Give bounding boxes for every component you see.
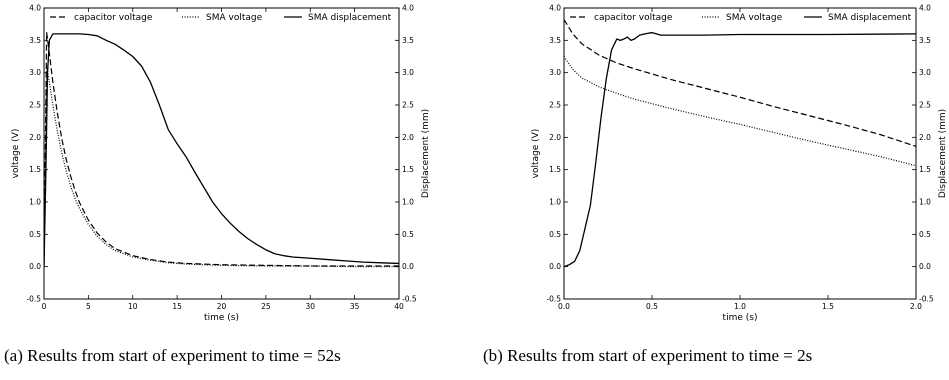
y2-tick-label: 1.0 <box>402 198 414 207</box>
y2-tick-label: 3.0 <box>402 68 414 77</box>
caption-a: (a) Results from start of experiment to … <box>4 346 341 365</box>
y2-tick-label: 1.5 <box>402 165 414 174</box>
y-tick-label: -0.5 <box>546 295 561 304</box>
plot-frame <box>43 7 400 300</box>
x-tick-label: 10 <box>128 302 138 311</box>
series-line-sma-displacement <box>564 31 916 268</box>
x-tick-label: 0 <box>42 302 47 311</box>
y2-tick-label: 0.0 <box>402 262 414 271</box>
y2-tick-label: 1.5 <box>919 165 931 174</box>
legend-label: capacitor voltage <box>594 13 673 23</box>
y-axis-label: voltage (V) <box>11 129 21 179</box>
caption-b: (b) Results from start of experiment to … <box>483 346 813 365</box>
y-tick-label: 0.0 <box>29 262 41 271</box>
y2-tick-label: 1.0 <box>919 198 931 207</box>
y-tick-label: 3.5 <box>29 36 41 45</box>
y-tick-label: -0.5 <box>26 295 41 304</box>
plot-frame <box>563 7 917 300</box>
x-tick-label: 2.0 <box>910 302 922 311</box>
x-tick-label: 25 <box>261 302 271 311</box>
y2-tick-label: 3.5 <box>919 36 931 45</box>
y2-tick-label: 2.0 <box>919 133 931 142</box>
chart-a: 0 5 10 15 20 25 30 35 40-0.50.00.51.01.52.02.53.… <box>11 4 431 324</box>
y-tick-label: 3.0 <box>29 68 41 77</box>
y-tick-label: 3.0 <box>549 68 561 77</box>
x-tick-label: 5 <box>86 302 91 311</box>
y2-tick-label: 2.5 <box>402 101 414 110</box>
y2-tick-label: 2.0 <box>402 133 414 142</box>
x-tick-label: 35 <box>350 302 360 311</box>
x-tick-label: 0.5 <box>646 302 658 311</box>
series-line-sma-voltage <box>44 65 399 268</box>
y2-tick-label: -0.5 <box>402 295 417 304</box>
y-tick-label: 0.5 <box>29 230 41 239</box>
y-tick-label: 0.0 <box>549 262 561 271</box>
y-tick-label: 2.0 <box>549 133 561 142</box>
legend-label: SMA displacement <box>828 13 912 23</box>
y-axis-label: voltage (V) <box>531 129 541 179</box>
y-tick-label: 2.0 <box>29 133 41 142</box>
y2-tick-label: 4.0 <box>402 4 414 13</box>
x-tick-label: 20 <box>217 302 227 311</box>
y-tick-label: 1.5 <box>549 165 561 174</box>
x-tick-label: 1.0 <box>734 302 746 311</box>
y2-tick-label: 0.5 <box>919 230 931 239</box>
series-line-sma-voltage <box>564 56 916 167</box>
y-tick-label: 4.0 <box>29 4 41 13</box>
y2-tick-label: 3.5 <box>402 36 414 45</box>
y-tick-label: 0.5 <box>549 230 561 239</box>
legend-label: SMA voltage <box>726 13 783 23</box>
y2-tick-label: 0.5 <box>402 230 414 239</box>
y-tick-label: 1.0 <box>549 198 561 207</box>
series-line-capacitor-voltage <box>44 31 399 267</box>
legend-label: SMA voltage <box>206 13 263 23</box>
y-tick-label: 1.0 <box>29 198 41 207</box>
y2-axis-label: Displacement (mm) <box>421 109 431 198</box>
y-tick-label: 1.5 <box>29 165 41 174</box>
y2-tick-label: 4.0 <box>919 4 931 13</box>
chart-b: 0.0 0.5 1.0 1.5 2.0-0.50.00.51.01.52.02.53.0… <box>531 4 948 324</box>
y-tick-label: 4.0 <box>549 4 561 13</box>
y-tick-label: 3.5 <box>549 36 561 45</box>
legend-label: SMA displacement <box>308 13 392 23</box>
y2-axis-label: Displacement (mm) <box>938 109 948 198</box>
y2-tick-label: 3.0 <box>919 68 931 77</box>
x-tick-label: 30 <box>305 302 315 311</box>
y-tick-label: 2.5 <box>29 101 41 110</box>
series-line-sma-displacement <box>44 33 399 267</box>
x-tick-label: 1.5 <box>822 302 834 311</box>
x-axis-label: time (s) <box>723 313 758 323</box>
y-tick-label: 2.5 <box>549 101 561 110</box>
y2-tick-label: 0.0 <box>919 262 931 271</box>
series-line-capacitor-voltage <box>564 19 916 147</box>
y2-tick-label: 2.5 <box>919 101 931 110</box>
legend-label: capacitor voltage <box>74 13 153 23</box>
x-axis-label: time (s) <box>204 313 239 323</box>
y2-tick-label: -0.5 <box>919 295 934 304</box>
x-tick-label: 0.0 <box>558 302 570 311</box>
x-tick-label: 40 <box>394 302 404 311</box>
x-tick-label: 15 <box>172 302 182 311</box>
